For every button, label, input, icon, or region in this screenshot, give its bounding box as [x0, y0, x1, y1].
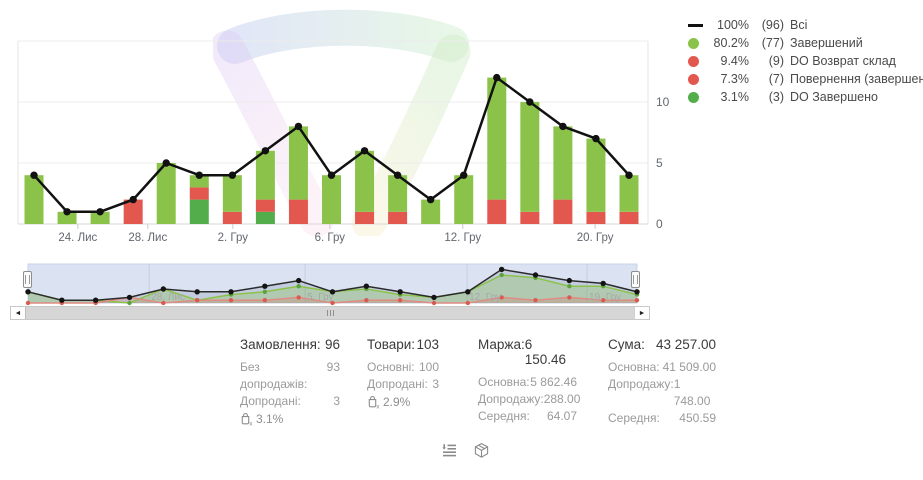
legend-percent: 100%	[717, 18, 749, 32]
upsell-percent: 2.9%	[383, 395, 411, 409]
legend-percent: 7.3%	[720, 72, 750, 86]
svg-text:0: 0	[656, 217, 663, 231]
scrollbar-thumb[interactable]	[25, 307, 635, 319]
dot-swatch-icon	[688, 37, 699, 49]
stat-row-value: 288.00	[543, 392, 581, 406]
stat-row-value: 64.07	[546, 409, 577, 423]
legend-count: (9)	[768, 54, 784, 68]
stat-title: Замовлення:	[240, 337, 321, 352]
legend-item-do-completed[interactable]: 3.1% (3) DO Завершено	[688, 88, 923, 106]
handle-grip-icon	[25, 275, 30, 284]
summary-list-icon	[441, 444, 456, 457]
range-navigator-chart[interactable]: 28. Лис 5. Гру 12. Гру 19. Гру	[0, 256, 660, 308]
stat-row-value: 3	[432, 377, 439, 391]
stats-sum: Сума: 43 257.00 Основна: 41 509.00 Допрода…	[608, 337, 716, 427]
left-arrow-icon: ◄	[14, 309, 22, 317]
legend-label: Повернення (завершений)	[790, 72, 923, 86]
stat-value: 6 150.46	[524, 337, 566, 367]
stat-row-label: Основна:	[478, 375, 530, 389]
handle-grip-icon	[633, 275, 638, 284]
stat-title: Сума:	[608, 337, 645, 352]
basket-x-icon: x	[241, 412, 253, 426]
chart-legend: 100% (96) Всі 80.2% (77) Завершений 9.4%…	[688, 16, 923, 106]
svg-text:19. Гру: 19. Гру	[589, 292, 621, 303]
legend-item-all[interactable]: 100% (96) Всі	[688, 16, 923, 34]
svg-text:20. Гру: 20. Гру	[577, 232, 614, 244]
stat-row-label: Основна:	[608, 360, 660, 374]
stat-row-label: Допродані:	[240, 394, 301, 408]
legend-count: (3)	[768, 90, 784, 104]
legend-label: Всі	[790, 18, 808, 32]
legend-item-return-completed[interactable]: 7.3% (7) Повернення (завершений)	[688, 70, 923, 88]
scroll-right-button[interactable]: ►	[634, 307, 649, 319]
stat-row-label: Без допродажів:	[240, 360, 308, 391]
stat-title: Товари:	[367, 337, 416, 352]
stat-row-value: 3	[333, 394, 340, 408]
stat-row-value: 100	[418, 360, 439, 374]
legend-count: (7)	[768, 72, 784, 86]
legend-percent: 3.1%	[720, 90, 750, 104]
svg-text:10: 10	[656, 95, 670, 109]
svg-text:5. Гру: 5. Гру	[307, 292, 333, 303]
stats-products: Товари: 103 Основні: 100 Допродані: 3 x 2.9…	[367, 337, 439, 409]
dot-swatch-icon	[688, 91, 699, 103]
stats-orders: Замовлення: 96 Без допродажів: 93 Допродан…	[240, 337, 340, 426]
dot-swatch-icon	[688, 73, 699, 85]
navigator-right-handle[interactable]	[631, 271, 640, 288]
svg-text:28. Лис: 28. Лис	[128, 232, 167, 244]
stat-row-label: Середня:	[608, 411, 660, 425]
chart-scrollbar[interactable]: ◄ ►	[10, 306, 650, 320]
stats-margin: Маржа: 6 150.46 Основна: 5 862.46 Допродаж…	[478, 337, 580, 425]
stat-row-label: Допродажу:	[478, 392, 544, 406]
right-arrow-icon: ►	[638, 309, 646, 317]
stat-value: 103	[416, 337, 439, 352]
stat-title: Маржа:	[478, 337, 525, 352]
package-cube-icon	[474, 442, 488, 458]
svg-text:24. Лис: 24. Лис	[58, 232, 97, 244]
stat-value: 96	[324, 337, 340, 352]
products-package-button[interactable]	[470, 439, 492, 461]
legend-label: DO Завершено	[790, 90, 878, 104]
scroll-left-button[interactable]: ◄	[11, 307, 26, 319]
svg-text:28. Лис: 28. Лис	[151, 292, 185, 303]
orders-timeline-chart[interactable]: 0 5 10 24. Лис 28. Лис 2. Гру 6. Гру 12. Гру 20.…	[0, 0, 690, 252]
legend-label: Завершений	[790, 36, 863, 50]
dot-swatch-icon	[688, 55, 699, 67]
svg-text:x: x	[376, 403, 380, 409]
stat-row-label: Середня:	[478, 409, 530, 423]
basket-x-icon: x	[368, 395, 380, 409]
legend-label: DO Возврат склад	[790, 54, 896, 68]
legend-percent: 9.4%	[720, 54, 750, 68]
line-swatch-icon	[688, 23, 703, 27]
upsell-percent: 3.1%	[256, 412, 284, 426]
legend-count: (96)	[761, 18, 784, 32]
svg-text:x: x	[249, 420, 253, 426]
navigator-left-handle[interactable]	[23, 271, 32, 288]
stat-row-label: Допродажу:	[608, 377, 674, 391]
summary-list-button[interactable]	[438, 439, 460, 461]
stat-row-value: 450.59	[679, 411, 716, 425]
stat-row-value: 5 862.46	[530, 375, 577, 389]
svg-text:6. Гру: 6. Гру	[315, 232, 346, 244]
svg-text:2. Гру: 2. Гру	[218, 232, 249, 244]
svg-text:5: 5	[656, 156, 663, 170]
svg-text:12. Гру: 12. Гру	[469, 292, 501, 303]
stat-row-label: Основні:	[367, 360, 415, 374]
legend-item-completed[interactable]: 80.2% (77) Завершений	[688, 34, 923, 52]
svg-text:12. Гру: 12. Гру	[444, 232, 481, 244]
stat-row-label: Допродані:	[367, 377, 428, 391]
legend-percent: 80.2%	[713, 36, 749, 50]
stat-row-value: 41 509.00	[662, 360, 716, 374]
legend-item-return-warehouse[interactable]: 9.4% (9) DO Возврат склад	[688, 52, 923, 70]
stat-value: 43 257.00	[655, 337, 716, 352]
stat-row-value: 93	[326, 360, 340, 374]
stat-row-value: 1 748.00	[673, 377, 711, 408]
legend-count: (77)	[761, 36, 784, 50]
